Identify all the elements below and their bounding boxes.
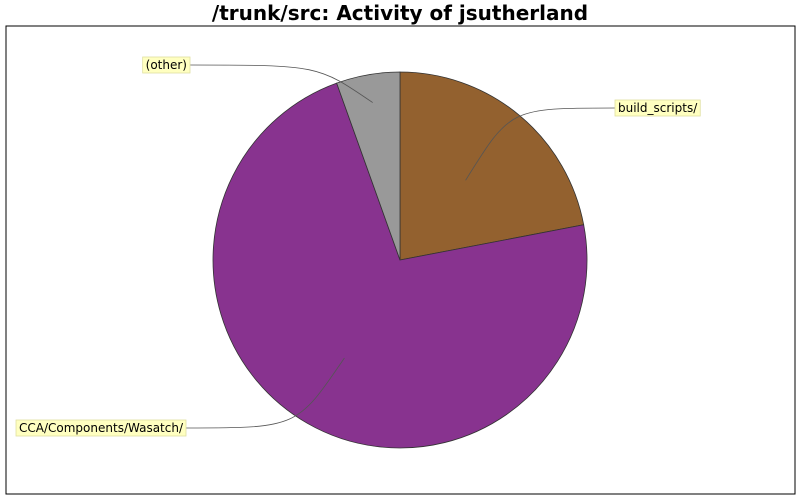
leader-line-build-scripts [465, 107, 616, 181]
pie-slices [212, 71, 588, 449]
pie-slice-cca-components-wasatch [212, 82, 588, 449]
pie-slice-build-scripts [399, 71, 585, 261]
slice-label-other: (other) [142, 56, 191, 74]
label-leader-lines [185, 64, 616, 429]
leader-line-other [189, 64, 373, 103]
slice-label-build-scripts: build_scripts/ [614, 99, 701, 117]
chart-title: /trunk/src: Activity of jsutherland [212, 1, 588, 25]
pie-slice-other [336, 71, 401, 261]
slice-label-text: CCA/Components/Wasatch/ [19, 421, 184, 435]
slice-label-text: (other) [146, 58, 187, 72]
plot-area-border [5, 25, 796, 495]
slice-label-text: build_scripts/ [618, 101, 698, 115]
slice-label-cca-components-wasatch: CCA/Components/Wasatch/ [15, 419, 187, 437]
slice-label-box [142, 56, 191, 74]
slice-label-box [614, 99, 701, 117]
slice-labels: build_scripts/CCA/Components/Wasatch/ (ot… [15, 56, 701, 437]
slice-label-box [15, 419, 187, 437]
leader-line-cca-components-wasatch [185, 357, 345, 429]
